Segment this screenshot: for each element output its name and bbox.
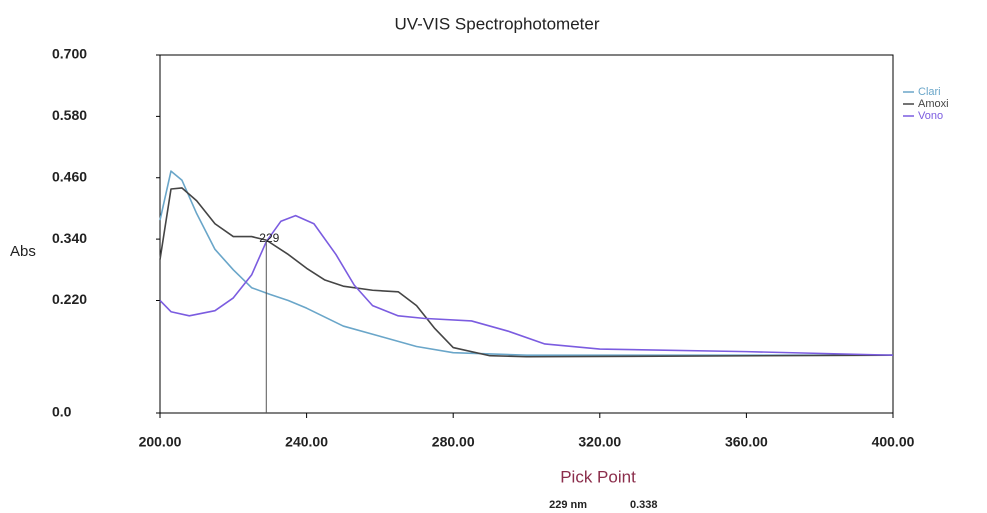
- data-line: [159, 214, 894, 357]
- y-tick-label: 0.0: [52, 404, 72, 420]
- legend-label: Amoxi: [918, 98, 949, 110]
- x-tick-label: 280.00: [432, 434, 475, 450]
- x-tick-label: 320.00: [578, 434, 621, 450]
- y-axis-label: Abs: [10, 243, 36, 260]
- plot-frame: [159, 54, 894, 414]
- legend-label: Clari: [918, 86, 941, 98]
- y-tick-label: 0.460: [52, 168, 87, 184]
- y-tick-label: 0.580: [52, 107, 87, 123]
- data-line: [159, 170, 893, 357]
- x-tick-label: 400.00: [872, 434, 915, 450]
- pick-annotation: 229: [259, 231, 279, 245]
- legend-label: Vono: [918, 110, 943, 122]
- y-tick-label: 0.700: [52, 46, 87, 62]
- pick-x: 229 nm: [549, 499, 587, 511]
- pick-title: Pick Point: [560, 467, 636, 486]
- y-tick-label: 0.220: [52, 291, 87, 307]
- y-tick-label: 0.340: [52, 230, 87, 246]
- pick-value: 0.338: [630, 499, 658, 511]
- x-tick-label: 360.00: [725, 434, 768, 450]
- chart-title: UV-VIS Spectrophotometer: [394, 14, 599, 33]
- data-line: [159, 187, 894, 358]
- x-tick-label: 240.00: [285, 434, 328, 450]
- x-tick-label: 200.00: [139, 434, 182, 450]
